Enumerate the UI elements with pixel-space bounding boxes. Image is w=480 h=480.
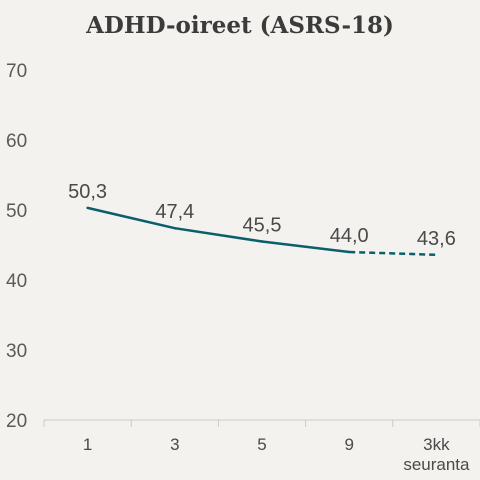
data-labels: 50,3 47,4 45,5 44,0 43,6 xyxy=(68,181,456,250)
data-label: 44,0 xyxy=(330,225,369,247)
y-tick-label: 50 xyxy=(6,201,27,222)
x-tick-label: 5 xyxy=(257,435,266,454)
x-tick-label: 9 xyxy=(344,435,353,454)
series-line-segment xyxy=(349,250,437,257)
data-label: 50,3 xyxy=(68,181,107,203)
x-tick-label: 3 xyxy=(170,435,179,454)
y-tick-label: 60 xyxy=(6,131,27,152)
y-tick-label: 40 xyxy=(6,271,27,292)
series-line-group xyxy=(86,206,437,257)
series-line-segment xyxy=(86,206,177,230)
series-line-segment xyxy=(260,240,351,254)
series-line-segment xyxy=(173,226,264,243)
x-tick-label: 3kk seuranta xyxy=(403,435,470,474)
data-label: 45,5 xyxy=(243,215,282,237)
y-tick-label: 30 xyxy=(6,341,27,362)
data-label: 43,6 xyxy=(417,228,456,250)
y-axis: 20 30 40 50 60 70 xyxy=(6,61,27,432)
x-tick-label: 1 xyxy=(83,435,92,454)
y-tick-label: 70 xyxy=(6,61,27,82)
chart-title: ADHD-oireet (ASRS-18) xyxy=(85,12,394,39)
data-label: 47,4 xyxy=(155,201,194,223)
y-tick-label: 20 xyxy=(6,411,27,432)
x-axis: 1 3 5 9 3kk seuranta xyxy=(43,419,480,474)
